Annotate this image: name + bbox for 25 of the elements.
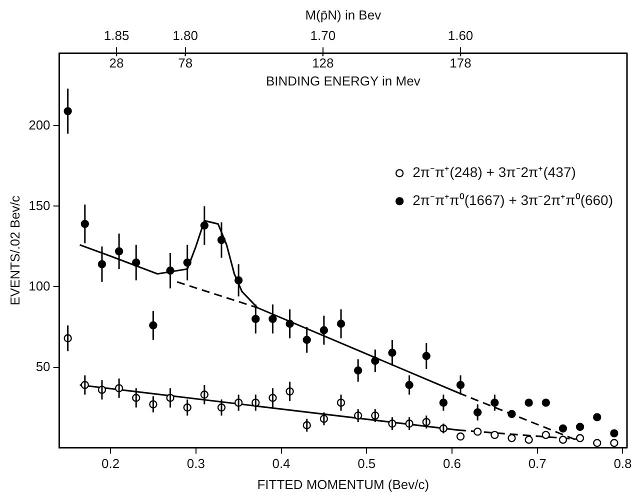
annotation: 78 bbox=[178, 55, 193, 70]
x-tick-label: 0.3 bbox=[186, 456, 205, 472]
y-tick-label: 150 bbox=[28, 198, 50, 213]
x-tick-label: 0.7 bbox=[528, 456, 546, 472]
x2-tick-label: 1.60 bbox=[448, 28, 474, 43]
legend-label: 2π⁻π⁺π⁰(1667) + 3π⁻2π⁺π⁰(660) bbox=[412, 192, 613, 208]
y-tick-label: 100 bbox=[28, 278, 50, 294]
x-tick-label: 0.5 bbox=[358, 456, 376, 472]
annotation: 178 bbox=[450, 55, 472, 70]
x-tick-label: 0.2 bbox=[101, 456, 120, 472]
y-axis-title: EVENTS/.02 Bev/c bbox=[7, 195, 22, 306]
x2-tick-label: 1.70 bbox=[310, 28, 336, 43]
x-tick-label: 0.8 bbox=[614, 456, 632, 472]
x2-axis-title: M(p̄N) in Bev bbox=[305, 7, 382, 22]
y-tick-label: 200 bbox=[28, 117, 50, 132]
x-axis-title: FITTED MOMENTUM (Bev/c) bbox=[257, 476, 430, 492]
x-tick-label: 0.6 bbox=[442, 456, 462, 472]
y-tick-label: 50 bbox=[36, 358, 50, 374]
annotation: BINDING ENERGY in Mev bbox=[266, 73, 421, 88]
annotation: 128 bbox=[312, 55, 334, 70]
legend-label: 2π⁻π⁺(248) + 3π⁻2π⁺(437) bbox=[412, 164, 576, 180]
x-tick-label: 0.4 bbox=[272, 456, 290, 472]
x2-tick-label: 1.85 bbox=[104, 28, 130, 43]
annotation: 28 bbox=[109, 55, 124, 70]
x2-tick-label: 1.80 bbox=[172, 28, 198, 43]
